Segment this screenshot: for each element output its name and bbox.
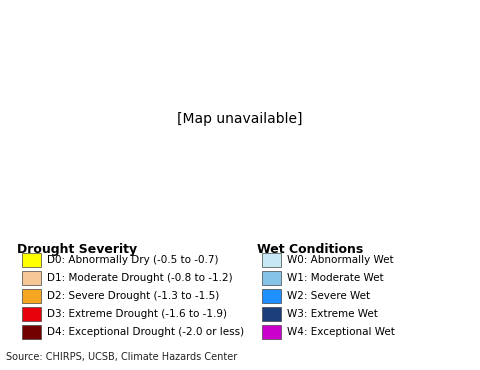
Text: Source: CHIRPS, UCSB, Climate Hazards Center: Source: CHIRPS, UCSB, Climate Hazards Ce… [6,352,237,362]
Bar [262,307,281,322]
Text: [Map unavailable]: [Map unavailable] [177,112,303,126]
Text: W1: Moderate Wet: W1: Moderate Wet [287,273,383,283]
Text: D4: Exceptional Drought (-2.0 or less): D4: Exceptional Drought (-2.0 or less) [47,327,244,337]
Bar [22,253,41,268]
Bar [262,271,281,285]
Bar [22,325,41,339]
Text: W0: Abnormally Wet: W0: Abnormally Wet [287,255,393,265]
Text: D2: Severe Drought (-1.3 to -1.5): D2: Severe Drought (-1.3 to -1.5) [47,291,219,301]
Text: D3: Extreme Drought (-1.6 to -1.9): D3: Extreme Drought (-1.6 to -1.9) [47,309,227,319]
Text: W2: Severe Wet: W2: Severe Wet [287,291,370,301]
Text: D1: Moderate Drought (-0.8 to -1.2): D1: Moderate Drought (-0.8 to -1.2) [47,273,232,283]
Bar [22,307,41,322]
Bar [262,253,281,268]
Bar [262,289,281,303]
Text: Drought Severity: Drought Severity [17,243,137,256]
Bar [22,271,41,285]
Text: Wet Conditions: Wet Conditions [257,243,363,256]
Bar [22,289,41,303]
Bar [262,325,281,339]
Text: D0: Abnormally Dry (-0.5 to -0.7): D0: Abnormally Dry (-0.5 to -0.7) [47,255,218,265]
Text: W3: Extreme Wet: W3: Extreme Wet [287,309,377,319]
Text: W4: Exceptional Wet: W4: Exceptional Wet [287,327,395,337]
